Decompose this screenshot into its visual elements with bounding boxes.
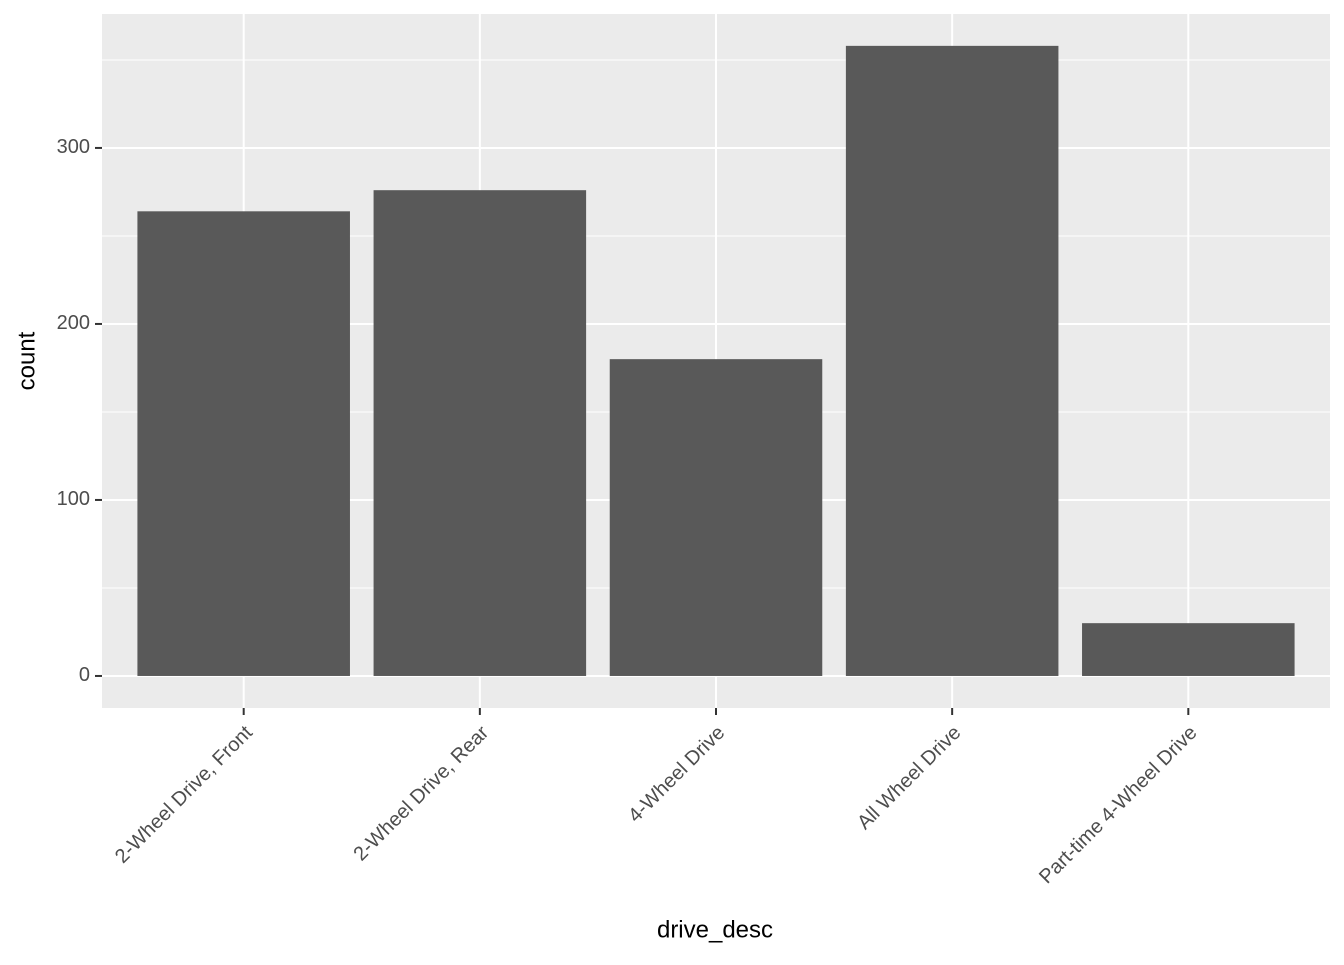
bar (1082, 623, 1295, 676)
bar (845, 45, 1059, 676)
bar (137, 211, 350, 676)
x-tick-label: 4-Wheel Drive (624, 722, 729, 827)
x-tick-label: 2-Wheel Drive, Front (111, 721, 257, 867)
bar (373, 190, 587, 676)
y-axis-title: count (13, 331, 40, 390)
x-axis-title: drive_desc (657, 916, 773, 943)
y-tick-label: 100 (57, 488, 90, 510)
x-tick-label: Part-time 4-Wheel Drive (1035, 722, 1201, 888)
y-tick-label: 0 (79, 664, 90, 686)
bar (609, 359, 823, 676)
x-tick-label: All Wheel Drive (853, 722, 965, 834)
y-tick-label: 200 (57, 312, 90, 334)
x-tick-label: 2-Wheel Drive, Rear (349, 721, 493, 865)
y-tick-label: 300 (57, 136, 90, 158)
